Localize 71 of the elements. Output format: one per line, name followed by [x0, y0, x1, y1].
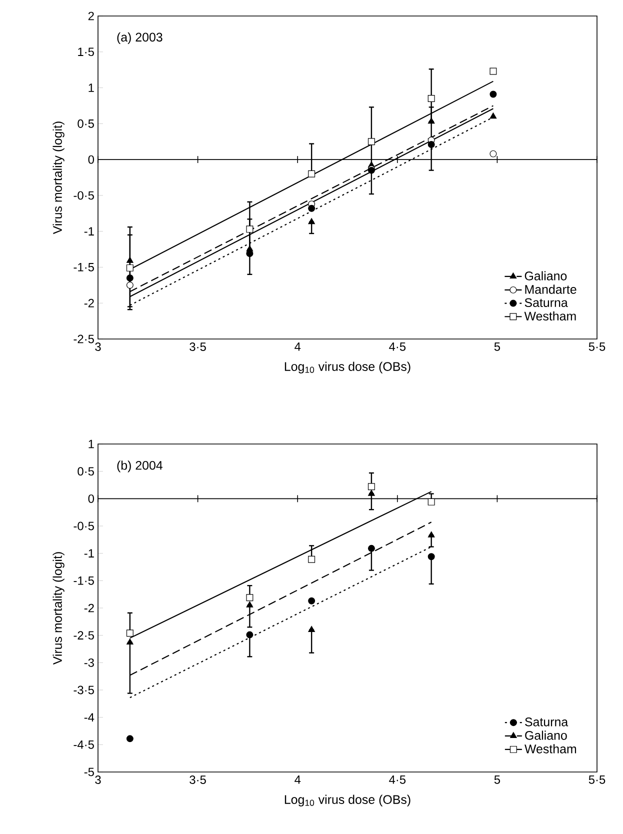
point: [368, 138, 375, 146]
point: [428, 140, 435, 148]
y-axis-title: Virus mortality (logit): [52, 122, 64, 234]
point: [126, 256, 134, 263]
x-tick-label: 5: [494, 776, 500, 784]
y-tick-label: -2·5: [74, 631, 94, 640]
x-tick-label: 3·5: [190, 776, 206, 784]
point: [308, 204, 316, 212]
legend-label: Saturna: [524, 298, 568, 308]
text: (a) 2003: [117, 32, 162, 44]
y-tick-label: -1: [84, 549, 94, 558]
point: [428, 498, 435, 506]
legend-label: Westham: [524, 744, 576, 754]
y-tick-label: -1·5: [74, 263, 94, 272]
point: [126, 630, 134, 637]
legend-label: Saturna: [525, 718, 568, 726]
point: [368, 544, 375, 552]
x-tick-label: 4·5: [389, 342, 406, 351]
point: [428, 95, 435, 102]
y-tick-label: -1: [84, 227, 94, 236]
y-tick-label: -5: [84, 768, 94, 776]
legend-label: Galiano: [525, 730, 567, 740]
y-tick-label: -2·5: [74, 334, 94, 344]
point: [308, 170, 316, 178]
y-tick-label: -0·5: [74, 191, 94, 200]
point: [308, 556, 316, 563]
point: [428, 553, 435, 560]
y-tick-label: 0: [88, 155, 94, 164]
y-tick-label: -0·5: [74, 522, 94, 530]
point: [246, 594, 254, 602]
y-axis-title: Virus mortality (logit): [52, 552, 64, 665]
x-tick-label: 4·5: [389, 776, 406, 784]
y-tick-label: -1·5: [74, 576, 94, 585]
point: [126, 264, 134, 272]
legend-label: Westham: [524, 311, 576, 321]
y-tick-label: -4: [84, 713, 94, 722]
y-tick-label: -3: [84, 658, 94, 667]
x-tick-label: 5·5: [588, 776, 606, 784]
x-tick-label: 3: [95, 776, 101, 784]
point: [308, 597, 316, 604]
y-tick-label: -4·5: [74, 740, 94, 749]
y-tick-label: 0·5: [78, 467, 94, 476]
x-tick-label: 3: [95, 342, 101, 351]
x-axis-title: Log$_{10}$ virus dose (OBs): [284, 362, 410, 374]
text: (b) 2004: [117, 460, 162, 472]
legend-label: Mandarte: [525, 284, 576, 294]
point: [490, 90, 497, 98]
point: [126, 274, 134, 282]
x-axis-title: Log$_{10}$ virus dose (OBs): [284, 794, 410, 806]
y-tick-label: 0·5: [78, 119, 94, 128]
point: [368, 483, 375, 490]
x-tick-label: 5·5: [588, 342, 606, 351]
point: [126, 735, 134, 742]
point: [246, 631, 254, 638]
x-tick-label: 4: [294, 776, 301, 784]
x-tick-label: 4: [294, 342, 301, 351]
y-tick-label: -3·5: [74, 686, 94, 694]
point: [126, 282, 134, 289]
x-tick-label: 5: [494, 342, 500, 351]
y-tick-label: -2: [84, 604, 94, 612]
y-tick-label: 1: [88, 84, 94, 92]
legend-label: Galiano: [524, 271, 567, 280]
y-tick-label: 2: [88, 12, 94, 20]
y-tick-label: -2: [84, 298, 94, 308]
y-tick-label: 1·5: [78, 48, 94, 56]
y-tick-label: 0: [88, 494, 94, 503]
point: [490, 112, 497, 119]
x-tick-label: 3·5: [190, 342, 206, 351]
y-tick-label: 1: [88, 440, 94, 448]
point: [246, 226, 254, 233]
point: [490, 68, 497, 75]
